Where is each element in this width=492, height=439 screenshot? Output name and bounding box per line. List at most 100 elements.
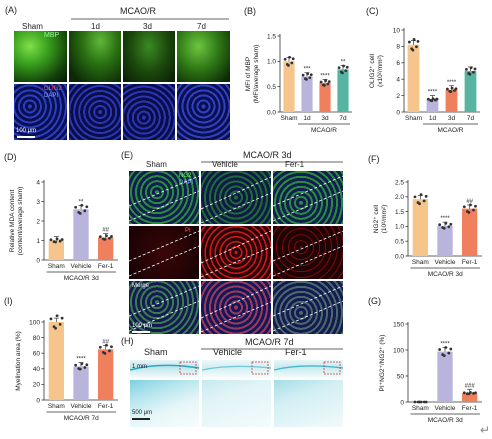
chart-i-y-tick-label: 80 bbox=[33, 335, 41, 342]
chart-g-data-point bbox=[462, 391, 466, 395]
chart-f-data-point bbox=[444, 221, 448, 225]
chart-d-y-tick-label: 3 bbox=[36, 199, 40, 206]
chart-f-data-point bbox=[413, 195, 417, 199]
chart-d-bar bbox=[98, 237, 114, 260]
ng2-image-sham bbox=[129, 171, 199, 224]
chart-d-data-point bbox=[78, 211, 82, 215]
chart-g-y-label: PI⁺NG2⁺/NG2⁺ (%) bbox=[379, 335, 386, 392]
panel-e-col-vehicle: Vehicle bbox=[212, 160, 238, 169]
chart-d-significance: ## bbox=[102, 228, 109, 234]
chart-i-data-point bbox=[49, 317, 53, 321]
panel-a-letter: (A) bbox=[5, 5, 17, 15]
chart-i-data-point bbox=[83, 366, 87, 369]
chart-b-group-label: MCAO/R bbox=[311, 127, 337, 134]
chart-f-group-label: MCAO/R 3d bbox=[428, 271, 463, 278]
chart-g-data-point bbox=[418, 400, 421, 404]
chart-b-data-point bbox=[326, 82, 330, 86]
chart-c-significance: **** bbox=[447, 80, 457, 86]
chart-g-group-label: MCAO/R 3d bbox=[428, 417, 463, 424]
chart-b-data-point bbox=[342, 64, 345, 68]
chart-b-data-point bbox=[309, 73, 313, 77]
chart-i-category-label: Fer-1 bbox=[98, 403, 114, 410]
panel-e-letter: (E) bbox=[121, 150, 133, 160]
pi-image-sham bbox=[129, 226, 199, 279]
chart-i-y-tick-label: 20 bbox=[33, 382, 41, 389]
chart-d-bar bbox=[48, 240, 64, 260]
chart-g-data-point bbox=[413, 400, 417, 404]
panel-h-overview-boxes bbox=[130, 361, 343, 375]
chart-b-category-label: 7d bbox=[339, 115, 347, 122]
chart-c: (C) 0 2 4 6 8 10 OLIG2⁺ cell (x10²/mm²) Sham **** 1… bbox=[366, 6, 480, 134]
chart-c-data-point bbox=[416, 39, 420, 43]
chart-c-bar bbox=[407, 44, 420, 113]
panel-a-group-bracket bbox=[71, 18, 229, 20]
mbp-image-3d bbox=[123, 31, 175, 82]
chart-f-bar bbox=[412, 199, 428, 256]
chart-g-data-point bbox=[447, 351, 451, 355]
chart-f-significance: ## bbox=[466, 199, 473, 205]
chart-c-y-tick-label: 6 bbox=[396, 60, 400, 67]
chart-i-data-point bbox=[74, 363, 78, 367]
chart-g-y-tick-label: 100 bbox=[393, 347, 404, 354]
mbp-image-sham bbox=[14, 31, 67, 82]
chart-d-category-label: Sham bbox=[48, 263, 65, 270]
chart-f-category-label: Sham bbox=[412, 259, 429, 266]
chart-g-y-tick-label: 150 bbox=[393, 321, 404, 328]
chart-c-category-label: 1d bbox=[429, 115, 437, 122]
olig2-marker-label: OLIG2 bbox=[44, 86, 62, 92]
chart-d-data-point bbox=[58, 239, 62, 243]
return-symbol: ↵ bbox=[479, 423, 490, 437]
chart-f: (F) 0.0 0.5 1.0 1.5 2.0 2.5 NG2⁺ cell (10²/mm²) S… bbox=[368, 154, 482, 278]
panel-h-col-vehicle: Vehicle bbox=[213, 347, 243, 357]
chart-c-data-point bbox=[468, 72, 472, 76]
chart-d-data-point bbox=[98, 235, 102, 239]
panel-a-group-label: MCAO/R bbox=[120, 6, 156, 16]
chart-d-data-point bbox=[108, 236, 111, 240]
panel-h-scale-bar bbox=[132, 418, 150, 420]
chart-c-category-label: 7d bbox=[467, 115, 475, 122]
chart-c-data-point bbox=[426, 97, 430, 101]
chart-c-y-tick-label: 4 bbox=[396, 77, 400, 84]
chart-f-bar bbox=[462, 208, 478, 256]
chart-f-letter: (F) bbox=[368, 154, 380, 164]
panel-a-col-1d: 1d bbox=[91, 22, 100, 31]
chart-d-data-point bbox=[54, 240, 57, 244]
chart-g: (G) 0 50 100 150 PI⁺NG2⁺/NG2⁺ (%) Sham **** Vehi… bbox=[368, 296, 482, 424]
mbp-marker-label: MBP bbox=[44, 32, 60, 39]
chart-d-y-tick-label: 2 bbox=[36, 218, 40, 225]
chart-b-data-point bbox=[324, 79, 327, 83]
chart-f-data-point bbox=[467, 211, 471, 214]
chart-i-category-label: Vehicle bbox=[71, 403, 92, 410]
chart-i-bar bbox=[73, 366, 89, 400]
ng2-image-vehicle bbox=[201, 171, 271, 224]
chart-b-data-point bbox=[308, 76, 312, 79]
chart-c-category-label: 3d bbox=[448, 115, 456, 122]
mbp-image-7d bbox=[177, 31, 230, 82]
chart-c-bar bbox=[464, 71, 477, 112]
chart-g-data-point bbox=[449, 347, 453, 351]
chart-g-bar bbox=[462, 393, 478, 402]
chart-b-data-point bbox=[288, 55, 291, 59]
chart-f-data-point bbox=[418, 202, 421, 206]
chart-c-category-label: Sham bbox=[405, 115, 422, 122]
merge-marker-label: Merge bbox=[132, 283, 150, 289]
chart-i-significance: **** bbox=[76, 357, 86, 363]
chart-c-y-tick-label: 2 bbox=[396, 93, 400, 100]
chart-i-data-point bbox=[85, 363, 89, 367]
chart-d-category-label: Vehicle bbox=[71, 263, 92, 270]
chart-i-significance: ## bbox=[102, 339, 109, 345]
chart-d-data-point bbox=[55, 237, 59, 241]
chart-d-y-label: (content/average sham) bbox=[17, 187, 24, 256]
chart-b-category-label: Sham bbox=[281, 115, 298, 122]
ng2-image-fer1 bbox=[273, 171, 343, 224]
chart-c-bar bbox=[426, 99, 439, 112]
chart-d-y-tick-label: 4 bbox=[36, 179, 40, 186]
chart-d-data-point bbox=[60, 238, 64, 241]
chart-g-significance: **** bbox=[440, 342, 450, 348]
chart-i: (I) 0 20 40 60 80 100 Myelination area (%) Sham *… bbox=[4, 296, 118, 422]
chart-g-data-point bbox=[442, 354, 446, 357]
chart-b-data-point bbox=[345, 65, 349, 69]
chart-i-data-point bbox=[108, 349, 111, 353]
chart-b-letter: (B) bbox=[244, 6, 256, 16]
chart-b-category-label: 3d bbox=[321, 115, 329, 122]
